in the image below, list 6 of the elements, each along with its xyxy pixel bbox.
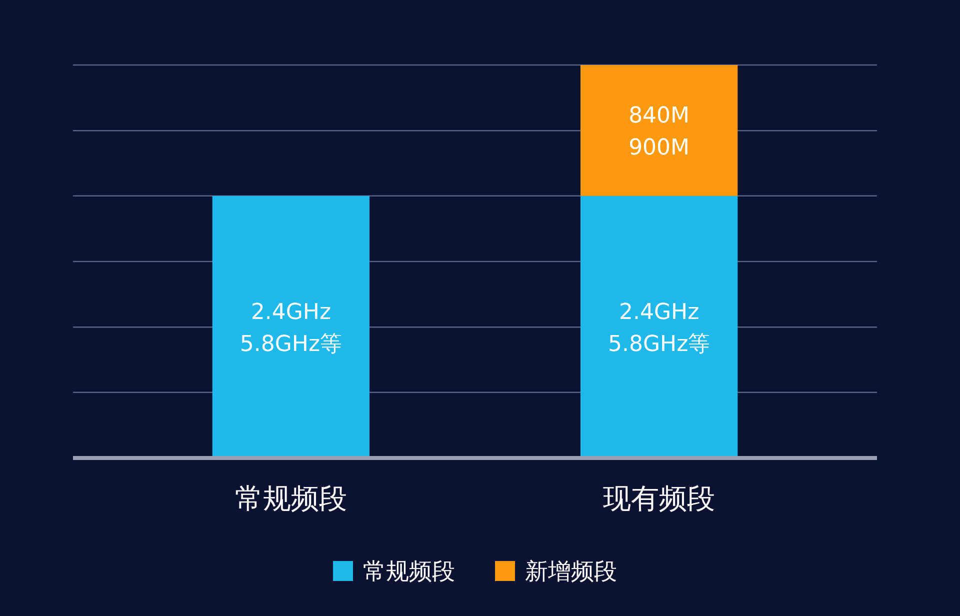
annotation: 2.4GHz 5.8GHz等 (608, 300, 710, 358)
annotation: 2.4GHz 5.8GHz等 (240, 300, 342, 358)
legend-label: 新增频段 (525, 559, 617, 585)
x-tick-label: 现有频段 (603, 482, 716, 515)
annotation: 840M 900M (628, 104, 690, 161)
legend-label: 常规频段 (363, 559, 455, 585)
